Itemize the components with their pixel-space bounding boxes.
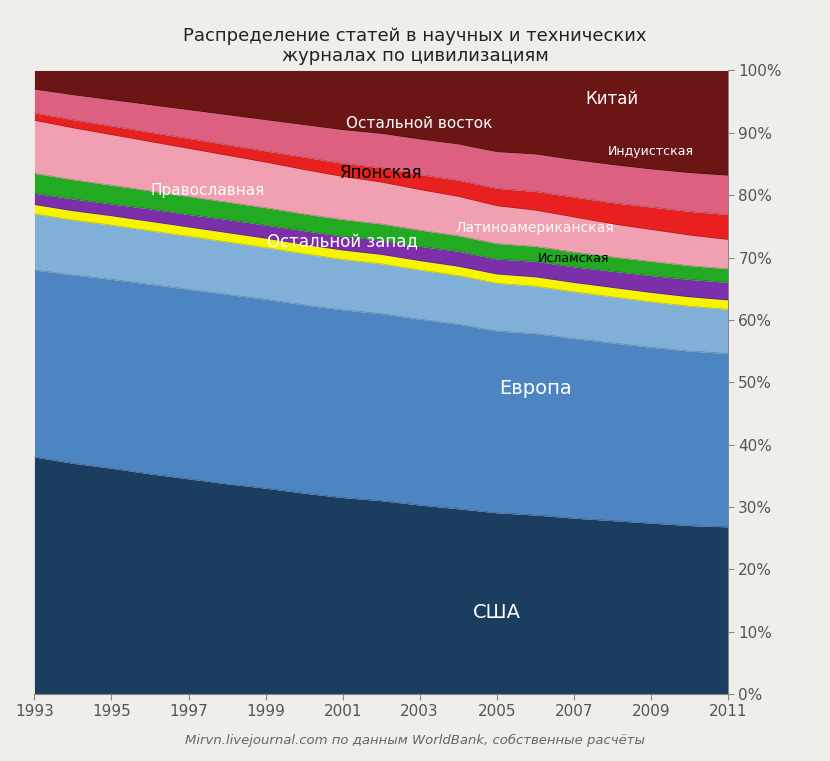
Text: Европа: Европа xyxy=(499,379,572,398)
Text: Остальной восток: Остальной восток xyxy=(346,116,493,131)
Text: Остальной запад: Остальной запад xyxy=(267,233,418,251)
Text: Православная: Православная xyxy=(150,183,264,198)
Text: Латиноамериканская: Латиноамериканская xyxy=(456,221,615,234)
Text: Mirvn.livejournal.com по данным WorldBank, собственные расчёты: Mirvn.livejournal.com по данным WorldBan… xyxy=(185,734,645,747)
Text: Распределение статей в научных и технических
журналах по цивилизациям: Распределение статей в научных и техниче… xyxy=(183,27,647,65)
Text: США: США xyxy=(473,603,520,622)
Text: Китай: Китай xyxy=(586,90,639,107)
Text: Индуистская: Индуистская xyxy=(608,145,694,158)
Text: Японская: Японская xyxy=(339,164,422,183)
Text: Исламская: Исламская xyxy=(538,252,609,266)
